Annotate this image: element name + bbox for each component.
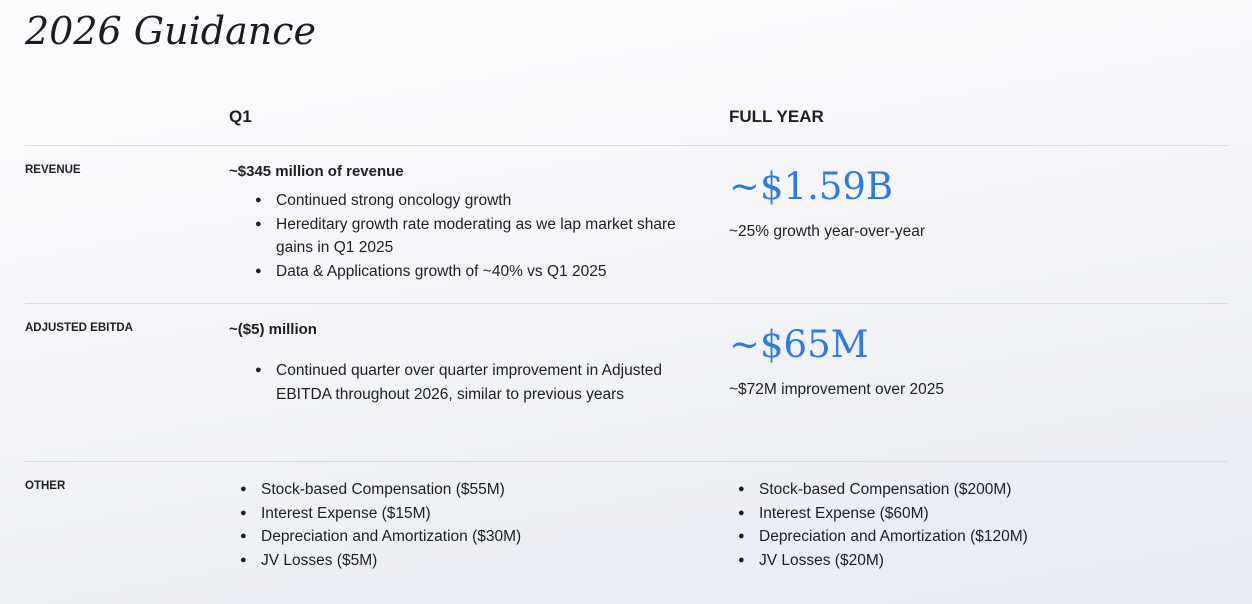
title: 2026 Guidance [25, 9, 316, 53]
bullet-item: Hereditary growth rate moderating as we … [255, 213, 695, 260]
full-year-note: ~$72M improvement over 2025 [729, 381, 944, 398]
row-label: OTHER [25, 480, 66, 492]
q1-headline: ~$345 million of revenue [229, 163, 404, 180]
bullet-item: Interest Expense ($15M) [240, 502, 680, 526]
bullet-list: Continued quarter over quarter improveme… [255, 359, 695, 406]
bullet-list: Continued strong oncology growthHeredita… [255, 189, 695, 283]
bullet-item: Continued quarter over quarter improveme… [255, 359, 695, 406]
bullet-list: Stock-based Compensation ($55M)Interest … [240, 478, 680, 572]
column-header: FULL YEAR [729, 107, 824, 126]
divider [25, 461, 1228, 462]
bullet-item: JV Losses ($5M) [240, 549, 680, 573]
row-label: REVENUE [25, 164, 81, 176]
bullet-item: Interest Expense ($60M) [738, 502, 1178, 526]
bullet-item: Stock-based Compensation ($55M) [240, 478, 680, 502]
full-year-figure: ~$65M [729, 323, 869, 366]
column-header: Q1 [229, 107, 252, 126]
divider [25, 303, 1228, 304]
bullet-item: Depreciation and Amortization ($30M) [240, 525, 680, 549]
q1-headline: ~($5) million [229, 321, 317, 338]
row-label: ADJUSTED EBITDA [25, 322, 133, 334]
bullet-item: JV Losses ($20M) [738, 549, 1178, 573]
bullet-item: Data & Applications growth of ~40% vs Q1… [255, 260, 695, 284]
bullet-item: Depreciation and Amortization ($120M) [738, 525, 1178, 549]
divider [25, 145, 1228, 146]
bullet-item: Stock-based Compensation ($200M) [738, 478, 1178, 502]
full-year-figure: ~$1.59B [729, 165, 894, 208]
full-year-note: ~25% growth year-over-year [729, 223, 925, 240]
bullet-item: Continued strong oncology growth [255, 189, 695, 213]
bullet-list: Stock-based Compensation ($200M)Interest… [738, 478, 1178, 572]
